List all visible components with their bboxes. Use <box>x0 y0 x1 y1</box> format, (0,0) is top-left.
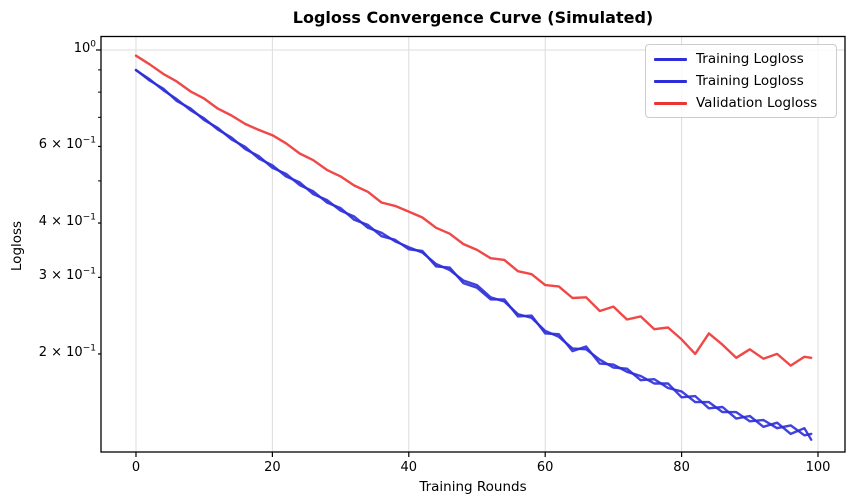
series-line-2 <box>134 69 813 441</box>
x-tick-label: 40 <box>400 460 418 475</box>
y-tick-label: 2 × 10−1 <box>38 343 96 360</box>
x-tick-label: 0 <box>131 460 141 475</box>
legend-line-swatch <box>654 101 687 105</box>
series-line-3 <box>134 54 813 367</box>
plot-border <box>100 35 846 453</box>
y-tick-label: 6 × 10−1 <box>38 136 96 153</box>
legend-item-label: Validation Logloss <box>696 95 818 111</box>
series-line-1 <box>134 68 813 437</box>
x-tick-label: 100 <box>805 460 831 475</box>
x-axis-label: Training Rounds <box>419 479 527 495</box>
legend-item: Validation Logloss <box>654 95 828 111</box>
legend-item: Training Logloss <box>654 51 828 67</box>
x-tick-label: 80 <box>673 460 690 475</box>
legend-line-swatch <box>654 79 687 83</box>
legend-item-label: Training Logloss <box>696 51 804 67</box>
x-tick-label: 60 <box>536 460 554 475</box>
y-tick-label: 100 <box>73 39 96 56</box>
legend-item-label: Training Logloss <box>696 73 804 89</box>
legend-line-swatch <box>654 57 687 61</box>
chart-title: Logloss Convergence Curve (Simulated) <box>292 8 654 27</box>
x-tick-label: 20 <box>264 460 281 475</box>
y-tick-label: 3 × 10−1 <box>38 267 96 284</box>
legend-box: Training Logloss Training Logloss Validati… <box>645 44 837 118</box>
y-tick-label: 4 × 10−1 <box>38 212 96 230</box>
legend-item: Training Logloss <box>654 73 828 89</box>
